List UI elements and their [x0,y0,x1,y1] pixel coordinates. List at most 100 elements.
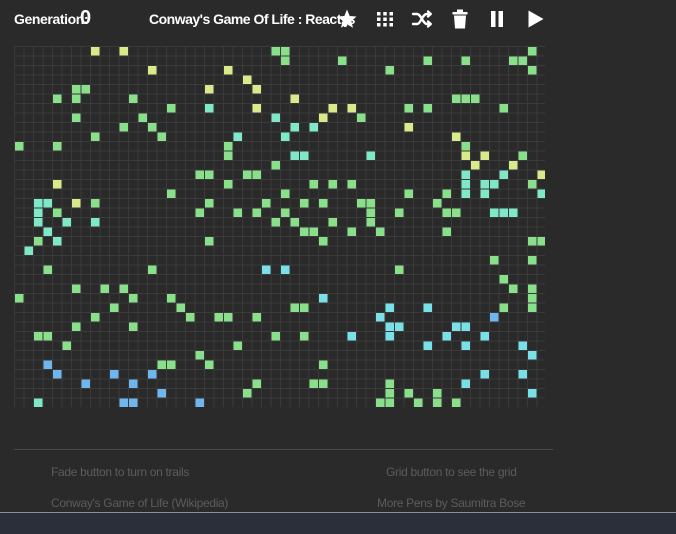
dead-cell[interactable] [452,180,461,189]
dead-cell[interactable] [62,56,72,66]
dead-cell[interactable] [119,332,129,341]
dead-cell[interactable] [53,227,62,237]
dead-cell[interactable] [480,208,490,218]
live-cell[interactable] [319,360,328,370]
dead-cell[interactable] [167,85,176,94]
live-cell[interactable] [100,284,110,294]
dead-cell[interactable] [243,180,252,189]
dead-cell[interactable] [24,370,34,379]
dead-cell[interactable] [395,218,404,227]
dead-cell[interactable] [138,151,148,161]
dead-cell[interactable] [347,237,357,246]
dead-cell[interactable] [119,85,129,94]
dead-cell[interactable] [461,218,471,227]
dead-cell[interactable] [214,246,224,256]
dead-cell[interactable] [43,389,53,398]
dead-cell[interactable] [24,360,34,370]
live-cell[interactable] [509,208,518,218]
dead-cell[interactable] [34,142,43,151]
dead-cell[interactable] [81,294,91,303]
dead-cell[interactable] [528,275,537,284]
dead-cell[interactable] [157,123,167,132]
dead-cell[interactable] [43,104,53,113]
dead-cell[interactable] [43,170,53,180]
dead-cell[interactable] [423,75,433,85]
dead-cell[interactable] [347,56,357,66]
dead-cell[interactable] [385,180,395,189]
dead-cell[interactable] [262,360,271,370]
live-cell[interactable] [15,294,24,303]
dead-cell[interactable] [157,398,167,408]
dead-cell[interactable] [319,208,328,218]
dead-cell[interactable] [309,370,319,379]
dead-cell[interactable] [300,113,309,123]
dead-cell[interactable] [452,170,461,180]
dead-cell[interactable] [53,256,62,265]
dead-cell[interactable] [100,113,110,123]
dead-cell[interactable] [53,161,62,170]
dead-cell[interactable] [433,379,442,389]
live-cell[interactable] [347,227,357,237]
dead-cell[interactable] [110,398,119,408]
dead-cell[interactable] [385,132,395,142]
dead-cell[interactable] [81,180,91,189]
live-cell[interactable] [480,332,490,341]
dead-cell[interactable] [15,199,24,208]
dead-cell[interactable] [319,132,328,142]
dead-cell[interactable] [262,75,271,85]
dead-cell[interactable] [110,389,119,398]
dead-cell[interactable] [157,227,167,237]
dead-cell[interactable] [252,94,262,104]
dead-cell[interactable] [129,265,138,275]
dead-cell[interactable] [186,294,195,303]
dead-cell[interactable] [461,256,471,265]
dead-cell[interactable] [442,113,452,123]
dead-cell[interactable] [15,85,24,94]
dead-cell[interactable] [347,379,357,389]
dead-cell[interactable] [395,398,404,408]
dead-cell[interactable] [499,189,509,199]
dead-cell[interactable] [100,104,110,113]
dead-cell[interactable] [62,237,72,246]
dead-cell[interactable] [528,132,537,142]
dead-cell[interactable] [338,265,347,275]
dead-cell[interactable] [157,94,167,104]
live-cell[interactable] [490,313,499,322]
dead-cell[interactable] [366,332,376,341]
dead-cell[interactable] [471,189,480,199]
dead-cell[interactable] [119,265,129,275]
dead-cell[interactable] [195,142,205,151]
dead-cell[interactable] [528,341,537,351]
dead-cell[interactable] [224,341,233,351]
dead-cell[interactable] [271,370,281,379]
dead-cell[interactable] [72,227,81,237]
dead-cell[interactable] [195,47,205,56]
live-cell[interactable] [461,142,471,151]
dead-cell[interactable] [15,113,24,123]
dead-cell[interactable] [442,303,452,313]
dead-cell[interactable] [309,256,319,265]
dead-cell[interactable] [480,398,490,408]
dead-cell[interactable] [395,151,404,161]
dead-cell[interactable] [233,294,243,303]
dead-cell[interactable] [404,398,414,408]
dead-cell[interactable] [148,218,157,227]
dead-cell[interactable] [119,303,129,313]
dead-cell[interactable] [300,275,309,284]
dead-cell[interactable] [490,161,499,170]
dead-cell[interactable] [423,132,433,142]
dead-cell[interactable] [509,218,518,227]
live-cell[interactable] [528,180,537,189]
dead-cell[interactable] [186,218,195,227]
dead-cell[interactable] [328,227,338,237]
dead-cell[interactable] [433,113,442,123]
dead-cell[interactable] [186,246,195,256]
dead-cell[interactable] [81,94,91,104]
dead-cell[interactable] [376,208,385,218]
live-cell[interactable] [328,180,338,189]
dead-cell[interactable] [290,75,300,85]
dead-cell[interactable] [138,322,148,332]
dead-cell[interactable] [300,189,309,199]
dead-cell[interactable] [176,246,186,256]
dead-cell[interactable] [537,199,546,208]
